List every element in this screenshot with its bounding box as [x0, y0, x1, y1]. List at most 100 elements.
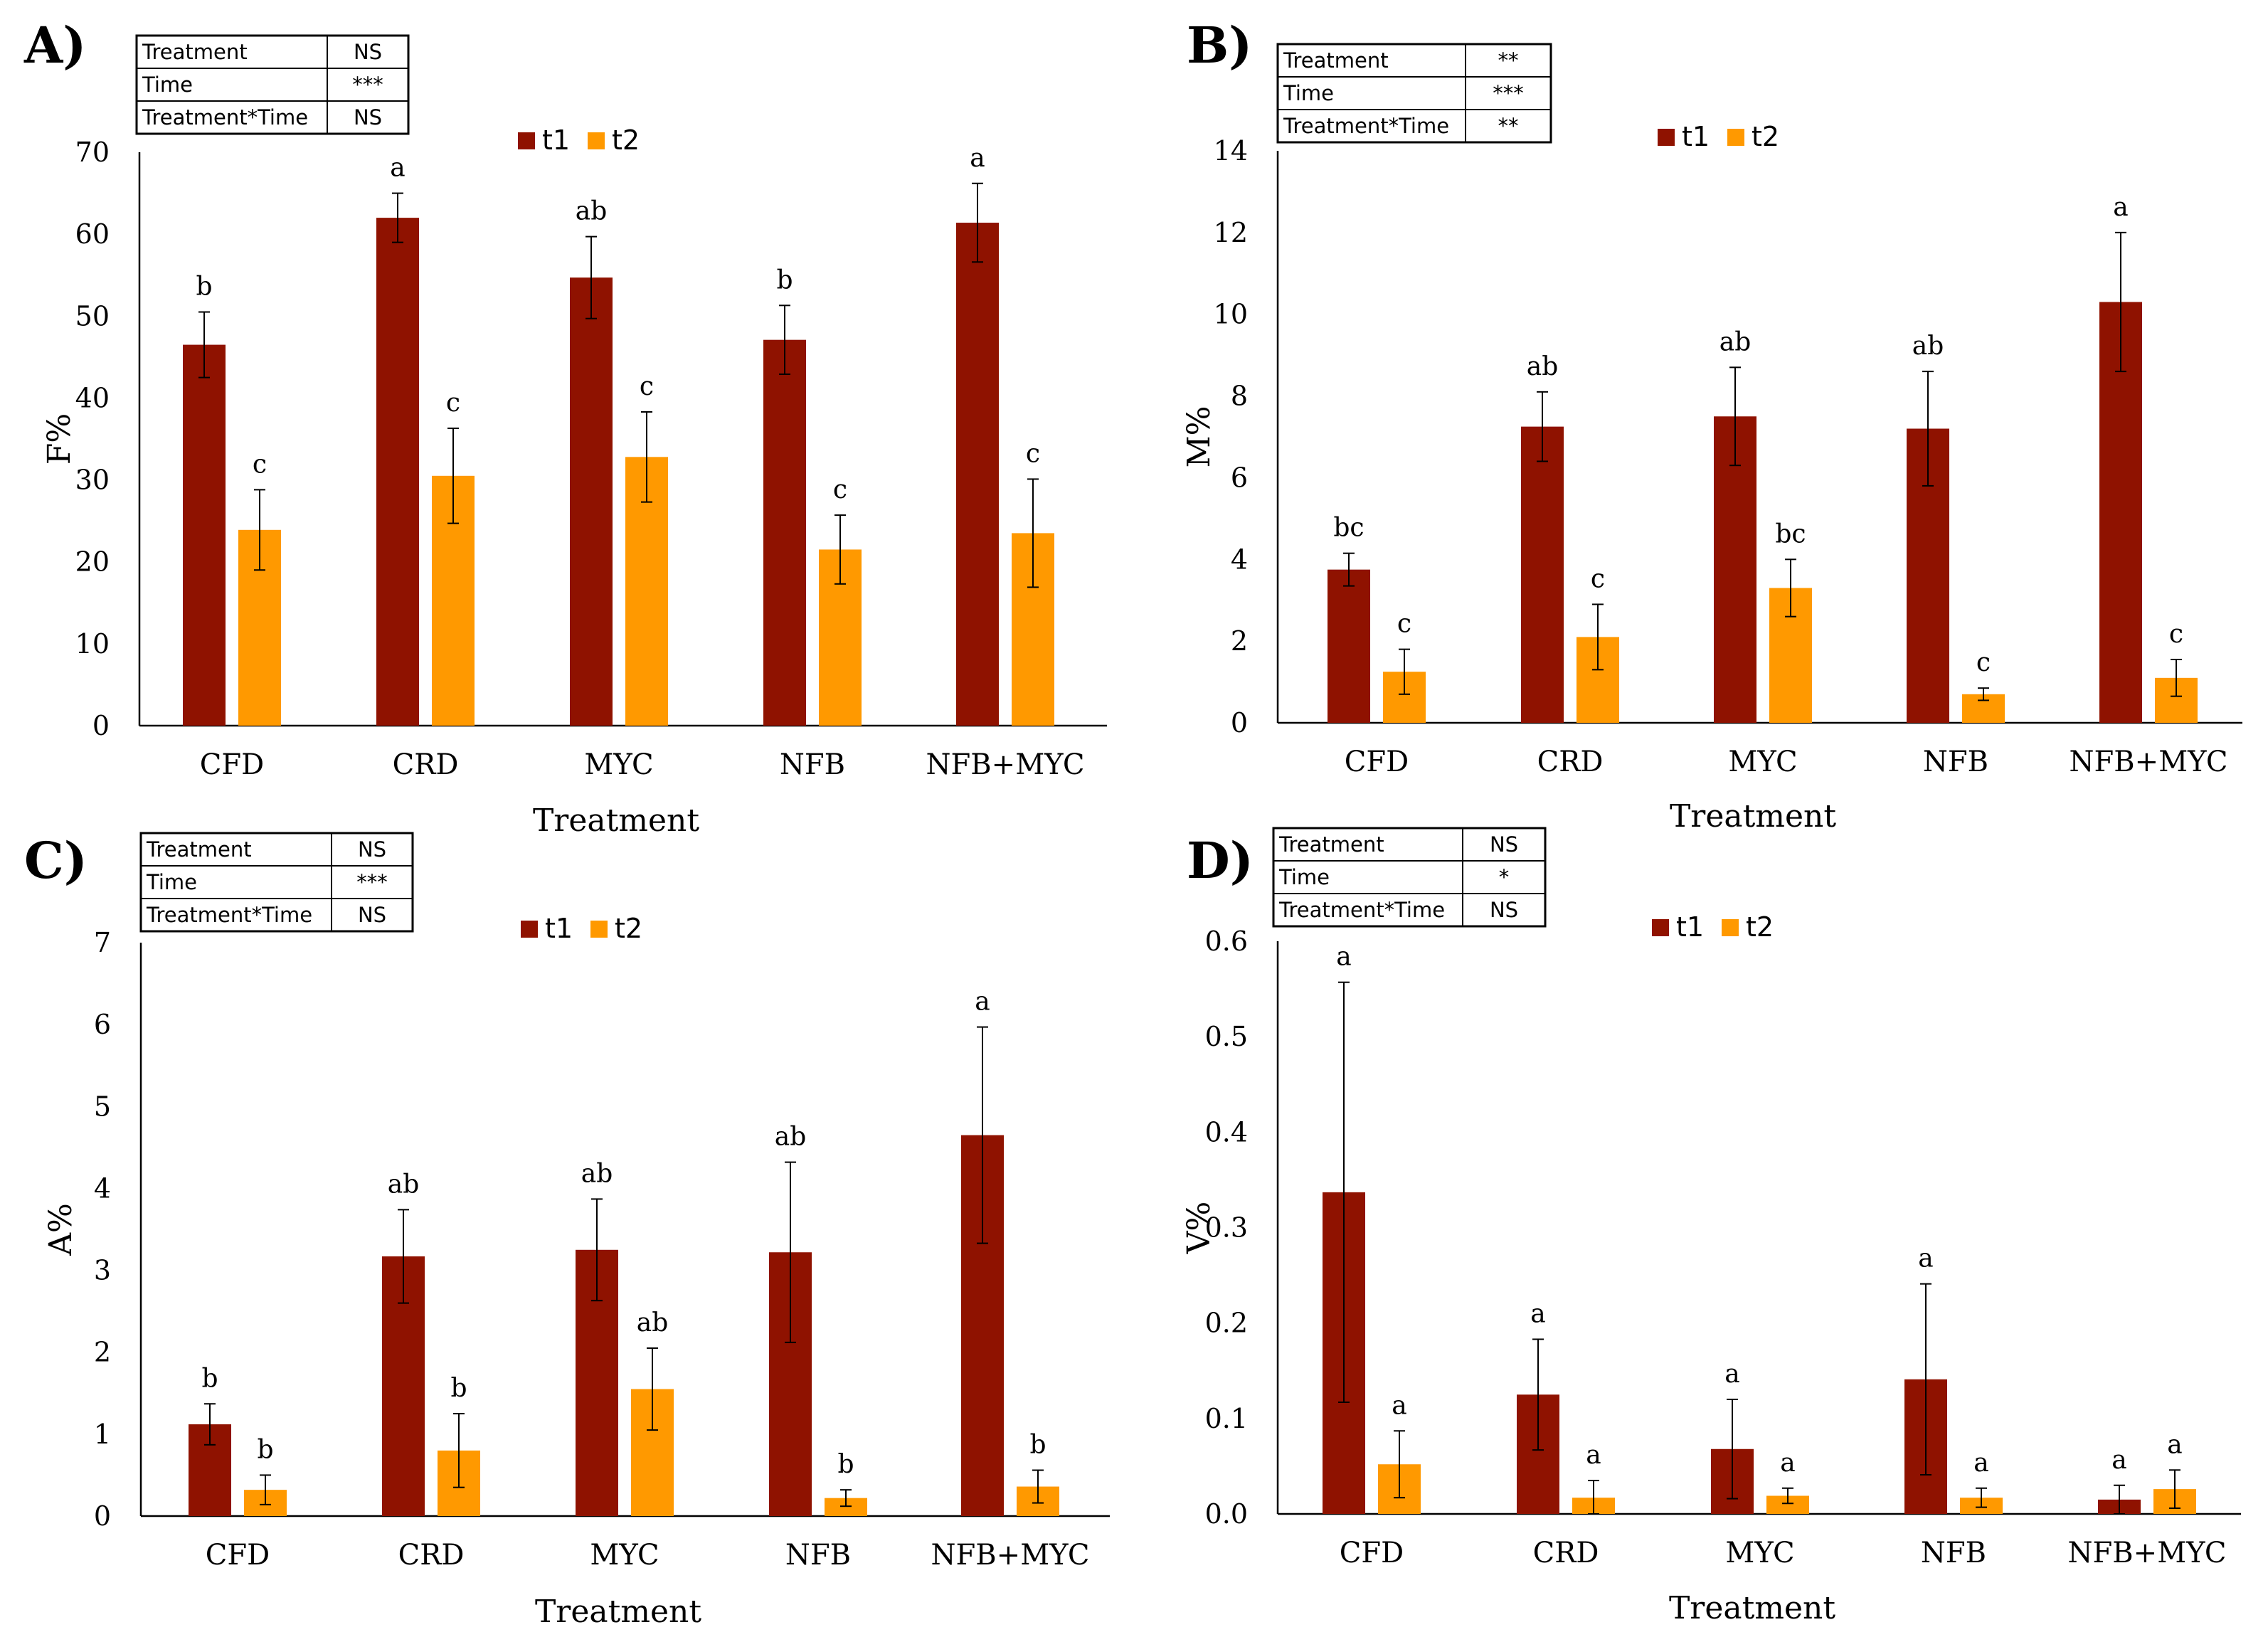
legend-swatch-t2: [1722, 919, 1739, 936]
panel-c: C) Treatment NS Time *** Treatment*Time NS t1 t2…: [24, 831, 1110, 1630]
bar-t1-myc: [570, 277, 613, 726]
x-tick-label: NFB: [780, 748, 845, 781]
y-tick-label: 0: [94, 1500, 111, 1532]
significance-letter: ab: [1912, 332, 1944, 361]
x-tick-label: CFD: [1345, 746, 1409, 778]
stats-table-significance: ***: [356, 870, 388, 894]
legend-label-t1: t1: [1682, 121, 1710, 152]
stats-table-border: [139, 832, 414, 933]
y-tick-label: 0.3: [1205, 1212, 1248, 1244]
y-tick-label: 70: [75, 137, 110, 168]
significance-letter: c: [2169, 620, 2183, 649]
x-tick-label: CRD: [398, 1539, 465, 1572]
significance-letter: a: [1336, 943, 1351, 972]
stats-table-significance: *: [1499, 865, 1510, 889]
significance-letter: c: [253, 450, 267, 479]
stats-table-factor: Treatment*Time: [1283, 114, 1449, 138]
legend-swatch-t1: [1652, 919, 1669, 936]
significance-letter: a: [975, 987, 990, 1017]
y-axis-label: V%: [1181, 1202, 1217, 1255]
y-tick-label: 6: [1231, 462, 1248, 493]
y-axis-label: F%: [41, 413, 78, 465]
x-axis-label: Treatment: [1669, 1590, 1835, 1626]
significance-letter: c: [640, 372, 654, 401]
y-tick-label: 5: [94, 1091, 111, 1122]
y-tick-label: 7: [94, 927, 111, 958]
significance-letter: a: [2113, 193, 2128, 222]
significance-letter: c: [1026, 439, 1040, 468]
stats-table-significance: NS: [354, 40, 382, 64]
bar-t1-nfb-myc: [956, 223, 999, 726]
legend: t1 t2: [518, 125, 640, 156]
legend-label-t2: t2: [615, 913, 642, 944]
significance-letter: a: [2167, 1430, 2182, 1459]
significance-letter: b: [450, 1374, 467, 1403]
y-tick-label: 40: [75, 382, 110, 413]
significance-letter: ab: [1527, 352, 1559, 381]
legend-swatch-t1: [521, 921, 538, 938]
y-tick-label: 1: [94, 1419, 111, 1450]
legend-label-t1: t1: [545, 913, 573, 944]
significance-letter: a: [1392, 1391, 1406, 1420]
y-tick-label: 0.5: [1205, 1021, 1248, 1052]
legend-swatch-t2: [1727, 129, 1744, 146]
significance-letter: a: [1530, 1299, 1545, 1328]
x-axis-label: Treatment: [1670, 798, 1836, 835]
panel-b: B) Treatment ** Time *** Treatment*Time ** t1 t2…: [1181, 16, 2242, 835]
y-tick-label: 2: [1231, 625, 1248, 657]
legend: t1 t2: [1658, 121, 1779, 152]
stats-table-significance: NS: [358, 903, 386, 927]
x-tick-label: CRD: [393, 748, 459, 781]
x-axis-label: Treatment: [535, 1594, 701, 1630]
x-tick-label: CRD: [1537, 746, 1604, 778]
significance-letter: b: [837, 1450, 854, 1479]
stats-table-significance: NS: [358, 837, 386, 862]
bar-t1-crd: [376, 218, 419, 726]
significance-letter: ab: [637, 1308, 669, 1337]
x-tick-label: NFB+MYC: [2068, 1537, 2227, 1569]
stats-table-significance: ***: [1493, 81, 1524, 105]
significance-letter: a: [1918, 1244, 1933, 1273]
x-tick-label: NFB+MYC: [926, 748, 1085, 781]
y-tick-label: 0.2: [1205, 1308, 1248, 1339]
significance-letter: ab: [388, 1170, 420, 1199]
significance-letter: c: [1976, 648, 1991, 677]
y-tick-label: 14: [1214, 135, 1248, 166]
x-tick-label: CFD: [200, 748, 264, 781]
stats-table-factor: Treatment*Time: [142, 105, 308, 129]
significance-letter: a: [1724, 1360, 1739, 1389]
significance-letter: b: [776, 265, 793, 295]
significance-letter: c: [1591, 564, 1605, 593]
stats-table-border: [1276, 43, 1552, 144]
y-tick-label: 4: [1231, 544, 1248, 575]
x-tick-label: CFD: [1340, 1537, 1404, 1569]
significance-letter: c: [1397, 610, 1411, 639]
stats-table: Treatment NS Time *** Treatment*Time NS: [139, 832, 414, 933]
legend-swatch-t1: [1658, 129, 1675, 146]
y-tick-label: 60: [75, 218, 110, 250]
significance-letter: bc: [1333, 514, 1364, 543]
significance-letter: b: [257, 1435, 273, 1464]
stats-table-factor: Treatment: [142, 40, 248, 64]
stats-table-factor: Treatment: [1283, 48, 1389, 73]
stats-table-significance: NS: [354, 105, 382, 129]
y-tick-label: 50: [75, 300, 110, 332]
x-tick-label: MYC: [1728, 746, 1797, 778]
legend-label-t2: t2: [1746, 911, 1774, 943]
panel-label: C): [24, 831, 88, 890]
stats-table-factor: Treatment*Time: [146, 903, 312, 927]
panel-a: A) Treatment NS Time *** Treatment*Time NS t1 t2…: [23, 16, 1107, 839]
y-tick-label: 10: [1214, 299, 1248, 330]
legend-label-t2: t2: [1752, 121, 1779, 152]
x-tick-label: CRD: [1533, 1537, 1599, 1569]
significance-letter: b: [196, 272, 212, 302]
bar-t1-cfd: [183, 344, 226, 726]
bar-t1-cfd: [1328, 569, 1370, 723]
y-tick-label: 6: [94, 1009, 111, 1040]
legend: t1 t2: [1652, 911, 1774, 943]
y-tick-label: 20: [75, 546, 110, 578]
significance-letter: ab: [775, 1123, 807, 1152]
stats-table-border: [1272, 827, 1547, 928]
x-axis-label: Treatment: [533, 802, 699, 839]
